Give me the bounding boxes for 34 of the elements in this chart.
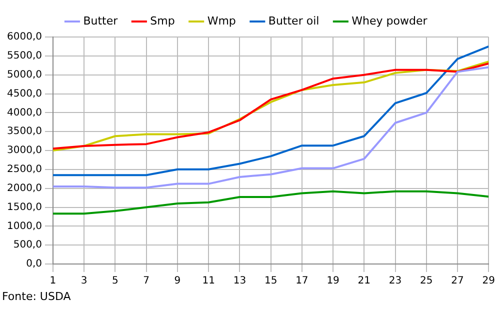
x-tick-label: 13	[233, 276, 246, 287]
x-tick-label: 15	[264, 276, 278, 287]
y-tick-label: 3500,0	[6, 126, 42, 138]
x-tick-label: 29	[482, 276, 496, 287]
y-tick-label: 5000,0	[6, 69, 42, 80]
y-tick-label: 4500,0	[6, 88, 42, 100]
legend-label: Butter oil	[268, 14, 320, 28]
x-tick-label: 3	[80, 276, 88, 287]
x-tick-label: 27	[451, 276, 464, 287]
y-tick-label: 2500,0	[6, 164, 42, 176]
y-tick-label: 1000,0	[6, 220, 42, 232]
x-tick-label: 19	[326, 276, 340, 287]
legend-label: Smp	[150, 14, 175, 28]
x-tick-label: 21	[358, 276, 371, 287]
x-tick-label: 7	[143, 276, 150, 287]
source-note: Fonte: USDA	[2, 290, 72, 303]
y-tick-label: 1500,0	[6, 202, 42, 213]
x-tick-label: 9	[174, 276, 181, 287]
y-tick-label: 500,0	[13, 240, 42, 251]
legend-label: Whey powder	[352, 14, 428, 28]
x-tick-label: 1	[50, 276, 56, 287]
x-tick-label: 23	[388, 276, 402, 287]
x-tick-label: 25	[420, 276, 433, 287]
legend-label: Butter	[83, 14, 118, 28]
y-tick-label: 3000,0	[6, 145, 42, 156]
legend-label: Wmp	[207, 14, 236, 28]
y-tick-label: 5500,0	[6, 50, 42, 62]
y-tick-label: 2000,0	[6, 182, 42, 194]
x-tick-label: 11	[202, 276, 215, 287]
y-tick-label: 6000,0	[6, 32, 42, 43]
x-tick-label: 17	[296, 276, 308, 287]
x-tick-label: 5	[112, 276, 118, 287]
y-tick-label: 0,0	[26, 258, 42, 270]
y-tick-label: 4000,0	[6, 107, 42, 118]
